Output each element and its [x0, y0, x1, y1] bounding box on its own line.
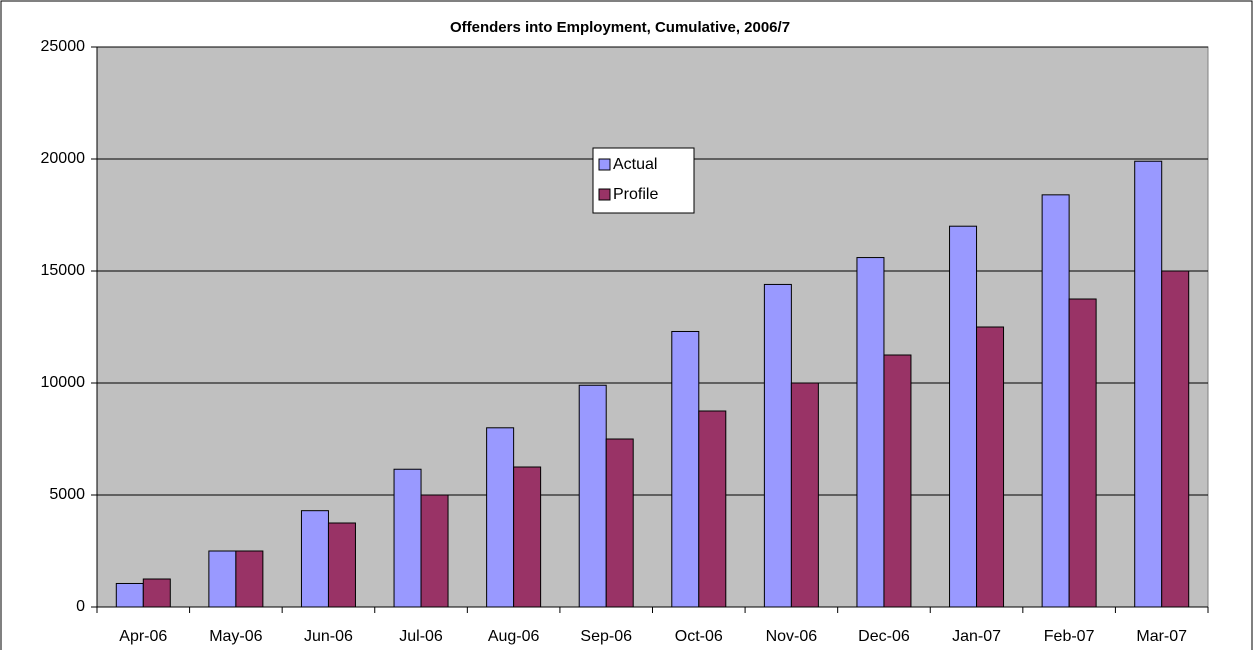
legend-label: Profile [613, 186, 658, 203]
y-tick-label: 10000 [41, 374, 86, 391]
x-tick-label: Nov-06 [766, 628, 818, 645]
bar [790, 382, 819, 608]
y-tick-label: 5000 [49, 486, 85, 503]
legend-label: Actual [613, 156, 657, 173]
x-tick-label: Jul-06 [399, 628, 443, 645]
bar [1041, 194, 1070, 608]
bar [671, 330, 700, 608]
x-tick-label: Sep-06 [580, 628, 632, 645]
x-tick-label: Mar-07 [1136, 628, 1187, 645]
bar [763, 283, 792, 608]
bar [883, 354, 912, 608]
x-tick-label: Aug-06 [488, 628, 540, 645]
chart-title: Offenders into Employment, Cumulative, 2… [450, 19, 790, 36]
bar [698, 410, 727, 608]
plot-area [96, 46, 1209, 608]
y-tick-label: 25000 [41, 38, 86, 55]
x-tick-label: Apr-06 [119, 628, 167, 645]
bar [1161, 270, 1190, 608]
bar [1134, 160, 1163, 608]
bar [300, 510, 329, 608]
bar [605, 438, 634, 608]
bar [856, 257, 885, 608]
x-tick-label: May-06 [209, 628, 262, 645]
legend-swatch [598, 188, 611, 201]
bar [486, 427, 515, 608]
x-tick-label: Oct-06 [675, 628, 723, 645]
legend-swatch [598, 158, 611, 171]
x-tick-label: Feb-07 [1044, 628, 1095, 645]
bar [578, 384, 607, 608]
bar [420, 494, 449, 608]
bar [327, 522, 356, 608]
bar [513, 466, 542, 608]
x-tick-label: Jan-07 [952, 628, 1001, 645]
bar [393, 468, 422, 608]
bar [235, 550, 264, 608]
bar [949, 225, 978, 608]
bar [115, 582, 144, 608]
y-tick-label: 20000 [41, 150, 86, 167]
bar [142, 578, 171, 608]
bar [1068, 298, 1097, 608]
bar [208, 550, 237, 608]
bar [976, 326, 1005, 608]
x-tick-label: Jun-06 [304, 628, 353, 645]
y-tick-label: 15000 [41, 262, 86, 279]
x-tick-label: Dec-06 [858, 628, 910, 645]
y-tick-label: 0 [76, 598, 85, 615]
